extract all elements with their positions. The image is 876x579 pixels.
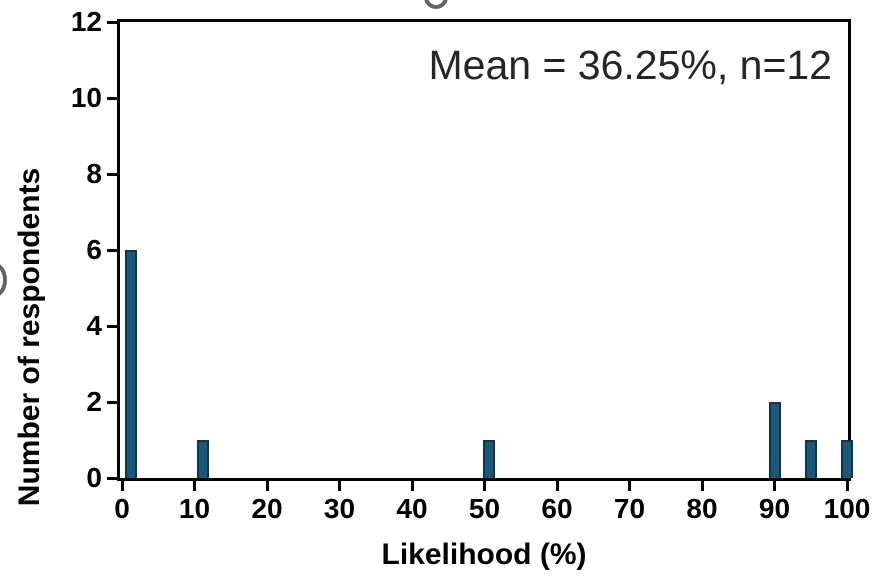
cropped-glyph-arc [0,263,7,297]
bar-x95 [805,440,818,478]
x-tick-50 [483,481,486,491]
y-tick-label-6: 6 [86,234,102,265]
y-tick-label-0: 0 [86,462,102,493]
x-tick-label-30: 30 [323,493,356,524]
y-tick-label-4: 4 [86,310,102,341]
x-tick-90 [773,481,776,491]
y-tick-12 [107,20,117,24]
x-tick-30 [338,481,341,491]
x-tick-label-60: 60 [541,493,573,524]
x-tick-40 [410,481,414,491]
x-tick-0 [120,481,124,491]
y-tick-label-2: 2 [86,386,102,417]
bar-x10 [196,440,209,478]
cropped-title-fragment [424,0,448,9]
bar-x50 [483,440,495,478]
x-tick-label-50: 50 [468,493,501,524]
x-tick-60 [555,481,559,491]
x-tick-label-0: 0 [114,493,130,524]
x-tick-label-20: 20 [251,493,283,524]
x-tick-label-10: 10 [178,493,211,524]
bar-x100 [841,440,853,478]
y-tick-label-10: 10 [70,82,102,113]
y-tick-8 [107,172,117,176]
x-tick-label-80: 80 [686,493,718,524]
cropped-glyph-arc [424,0,448,9]
mean-annotation: Mean = 36.25%, n=12 [428,42,832,88]
bar-x0 [125,250,137,478]
plot-area [117,19,851,481]
x-axis-title: Likelihood (%) [381,538,587,571]
x-tick-80 [700,481,704,491]
y-tick-10 [107,96,117,100]
y-tick-4 [107,324,117,328]
x-tick-label-40: 40 [396,493,428,524]
bar-x90 [769,402,782,478]
y-tick-6 [107,248,117,252]
y-tick-label-12: 12 [70,6,102,37]
y-tick-0 [107,476,117,480]
cropped-text-fragment-left [0,263,7,297]
x-tick-label-90: 90 [758,493,791,524]
x-tick-70 [628,481,631,491]
x-tick-20 [265,481,269,491]
x-tick-label-100: 100 [823,493,871,524]
x-tick-100 [845,481,849,491]
x-tick-10 [193,481,196,491]
y-tick-2 [107,400,117,404]
x-tick-label-70: 70 [613,493,646,524]
y-tick-label-8: 8 [86,158,102,189]
